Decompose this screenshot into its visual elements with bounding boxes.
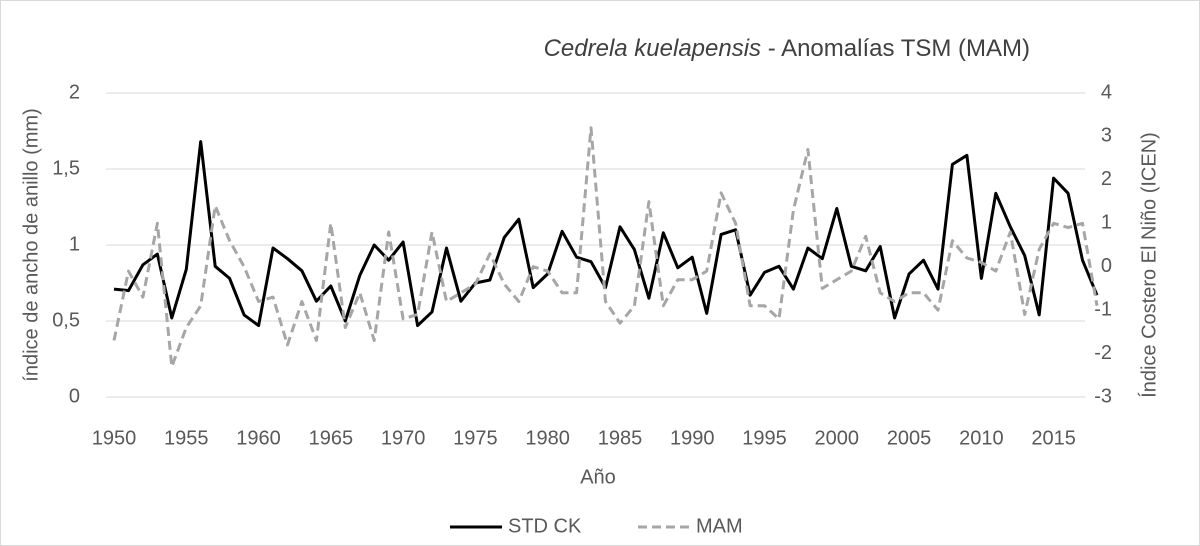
y2-tick-label: 2 xyxy=(1101,168,1112,190)
x-tick-label: 2005 xyxy=(887,427,932,449)
legend-label: MAM xyxy=(696,515,743,537)
y-tick-label: 0,5 xyxy=(52,309,80,331)
x-tick-label: 1955 xyxy=(164,427,209,449)
x-tick-label: 1950 xyxy=(92,427,137,449)
x-tick-label: 1960 xyxy=(236,427,281,449)
x-tick-label: 1975 xyxy=(453,427,498,449)
x-tick-label: 2015 xyxy=(1031,427,1076,449)
y-tick-label: 2 xyxy=(69,81,80,103)
legend-label: STD CK xyxy=(508,515,582,537)
x-tick-label: 1995 xyxy=(742,427,787,449)
x-tick-label: 2000 xyxy=(815,427,860,449)
y2-tick-label: 3 xyxy=(1101,125,1112,147)
x-tick-label: 1970 xyxy=(381,427,426,449)
y2-tick-label: 1 xyxy=(1101,212,1112,234)
x-tick-label: 1990 xyxy=(670,427,715,449)
y-tick-label: 0 xyxy=(69,385,80,407)
title-species: Cedrela kuelapensis xyxy=(544,35,761,62)
y-tick-label: 1 xyxy=(69,233,80,255)
series-line xyxy=(112,126,1099,369)
x-axis-title: Año xyxy=(580,466,616,488)
y2-tick-label: -3 xyxy=(1094,385,1112,407)
y2-tick-label: -2 xyxy=(1094,342,1112,364)
y-tick-label: 1,5 xyxy=(52,157,80,179)
y2-tick-label: -1 xyxy=(1094,298,1112,320)
y-axis-title: índice de ancho de anillo (mm) xyxy=(20,108,42,381)
y2-tick-label: 4 xyxy=(1101,81,1112,103)
x-tick-label: 1985 xyxy=(598,427,643,449)
x-tick-label: 1980 xyxy=(525,427,570,449)
title-text: - Anomalías TSM (MAM) xyxy=(761,35,1030,62)
y2-tick-label: 0 xyxy=(1101,255,1112,277)
x-tick-label: 2010 xyxy=(959,427,1004,449)
y2-axis-title: Índice Costero El Niño (ICEN) xyxy=(1137,132,1160,398)
chart-title: Cedrela kuelapensis - Anomalías TSM (MAM… xyxy=(544,35,1030,62)
x-tick-label: 1965 xyxy=(309,427,354,449)
